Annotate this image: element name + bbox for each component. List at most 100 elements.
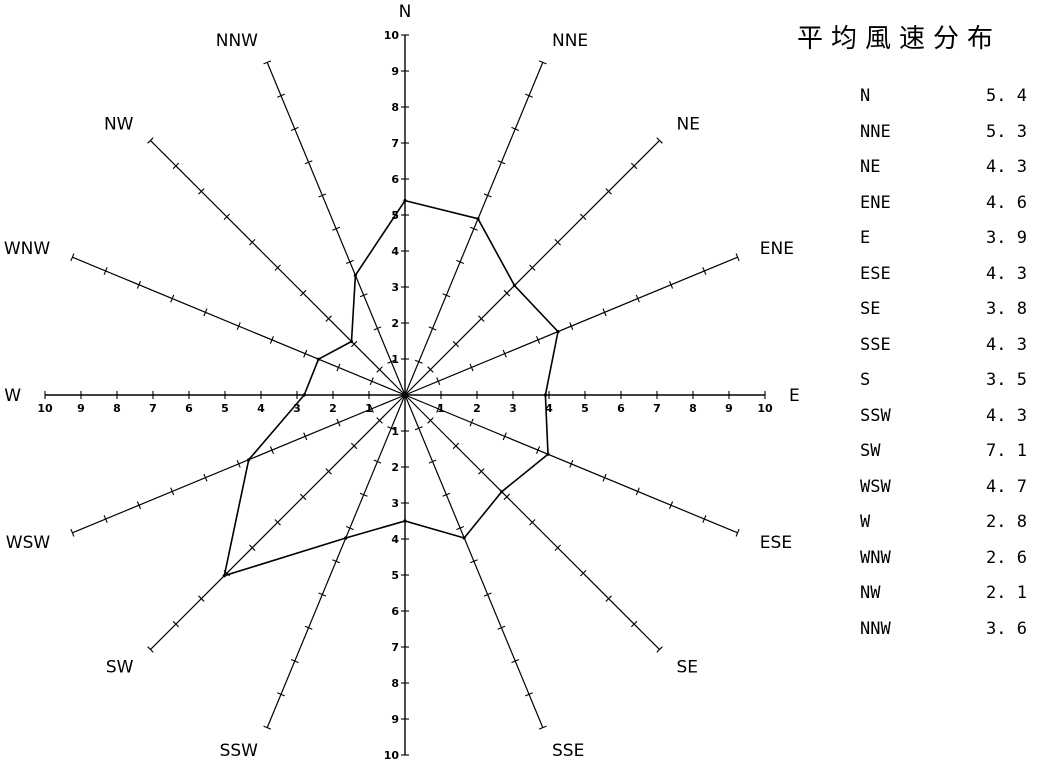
tick-ne-10 [656, 137, 663, 144]
tick-sse-5 [469, 559, 478, 564]
direction-label-ssw: SSW [220, 741, 259, 761]
tick-nw-9 [172, 162, 180, 170]
tick-sw-2 [350, 442, 358, 450]
tick-nnw-9 [277, 93, 285, 98]
table-direction: SW [860, 441, 881, 461]
table-value: 4. 3 [986, 334, 1027, 355]
tick-label-north-6: 6 [391, 173, 399, 186]
tick-ese-10 [735, 528, 740, 537]
tick-sw-5 [274, 519, 281, 526]
tick-sw-6 [249, 544, 256, 551]
direction-labels-group: NNNENEENEEESESESSESSSWSWWSWWWNWNWNNW [4, 2, 800, 761]
tick-wsw-8 [136, 501, 142, 510]
tick-ene-6 [602, 308, 607, 317]
tick-ese-7 [635, 487, 640, 496]
tick-sw-8 [198, 595, 205, 602]
tick-ene-9 [702, 267, 707, 275]
table-direction: SSW [860, 405, 891, 426]
tick-label-west-9: 9 [77, 402, 85, 415]
tick-nnw-1 [387, 359, 396, 364]
data-point-nne [476, 217, 480, 221]
tick-label-south-7: 7 [391, 641, 399, 654]
tick-nne-7 [497, 160, 506, 165]
data-point-sw [222, 574, 226, 578]
tick-wnw-9 [103, 267, 108, 275]
data-point-ene [556, 330, 560, 334]
tick-label-south-1: 1 [391, 425, 399, 438]
tick-label-west-4: 4 [257, 402, 265, 415]
data-point-ssw [344, 536, 348, 540]
tick-label-east-1: 1 [437, 402, 445, 415]
data-point-e [543, 393, 548, 397]
tick-ese-2 [469, 418, 474, 427]
tick-label-south-4: 4 [391, 533, 399, 546]
tick-wsw-6 [203, 473, 208, 482]
tick-nnw-2 [373, 326, 382, 331]
tick-wsw-2 [336, 418, 341, 427]
direction-label-nw: NW [104, 115, 134, 135]
tick-label-west-5: 5 [221, 402, 229, 415]
tick-ne-5 [529, 264, 536, 271]
direction-label-ene: ENE [760, 239, 794, 259]
tick-sw-9 [172, 620, 180, 628]
direction-label-n: N [399, 2, 412, 22]
tick-wsw-4 [269, 446, 275, 455]
tick-nne-4 [456, 259, 465, 265]
tick-nw-10 [147, 137, 154, 144]
tick-wsw-1 [369, 404, 374, 413]
table-value: 7. 1 [986, 441, 1027, 461]
direction-label-e: E [789, 386, 800, 406]
table-direction: ENE [860, 192, 891, 213]
table-value: 2. 8 [986, 512, 1027, 532]
tick-label-south-10: 10 [384, 749, 400, 762]
tick-label-south-3: 3 [391, 497, 399, 510]
tick-wnw-3 [303, 349, 308, 358]
tick-label-north-8: 8 [391, 101, 399, 114]
tick-sw-10 [147, 646, 154, 653]
tick-label-north-2: 2 [391, 317, 399, 330]
tick-sw-1 [376, 417, 383, 424]
table-value: 4. 3 [986, 405, 1027, 426]
direction-label-wnw: WNW [4, 239, 51, 259]
tick-label-north-1: 1 [391, 353, 399, 366]
data-point-ne [512, 283, 517, 288]
data-point-wnw [316, 357, 321, 361]
direction-label-nnw: NNW [216, 31, 258, 51]
tick-ssw-1 [387, 426, 396, 431]
direction-label-ne: NE [677, 115, 700, 135]
tick-nnw-5 [332, 226, 341, 231]
table-direction: S [860, 370, 871, 390]
tick-se-9 [630, 620, 638, 628]
tick-nne-6 [483, 193, 492, 198]
tick-wsw-7 [170, 487, 175, 496]
tick-se-3 [478, 468, 485, 475]
tick-label-east-4: 4 [545, 402, 553, 415]
direction-label-w: W [4, 386, 21, 406]
tick-ne-4 [503, 289, 511, 297]
tick-label-west-8: 8 [113, 402, 121, 415]
tick-ne-6 [554, 239, 561, 246]
table-value: 3. 9 [986, 228, 1027, 248]
tick-nnw-8 [290, 126, 299, 132]
table-direction: W [860, 512, 871, 532]
tick-ese-9 [702, 515, 707, 523]
tick-nw-2 [350, 340, 358, 348]
vertex-group [222, 199, 560, 578]
data-point-nnw [353, 273, 357, 277]
tick-ene-1 [436, 377, 441, 386]
tick-ne-1 [427, 366, 434, 373]
tick-label-west-1: 1 [365, 402, 373, 415]
tick-sw-4 [299, 493, 307, 501]
table-direction: NNW [860, 618, 891, 639]
tick-ssw-8 [290, 658, 299, 664]
tick-wsw-9 [103, 515, 108, 523]
tick-wnw-4 [269, 335, 275, 344]
tick-se-8 [605, 595, 612, 602]
tick-label-east-3: 3 [509, 402, 517, 415]
table-direction: NE [860, 157, 881, 177]
table-direction: SE [860, 299, 881, 319]
table-direction: SSE [860, 334, 891, 355]
table-value: 3. 8 [986, 299, 1027, 319]
tick-label-south-2: 2 [391, 461, 399, 474]
